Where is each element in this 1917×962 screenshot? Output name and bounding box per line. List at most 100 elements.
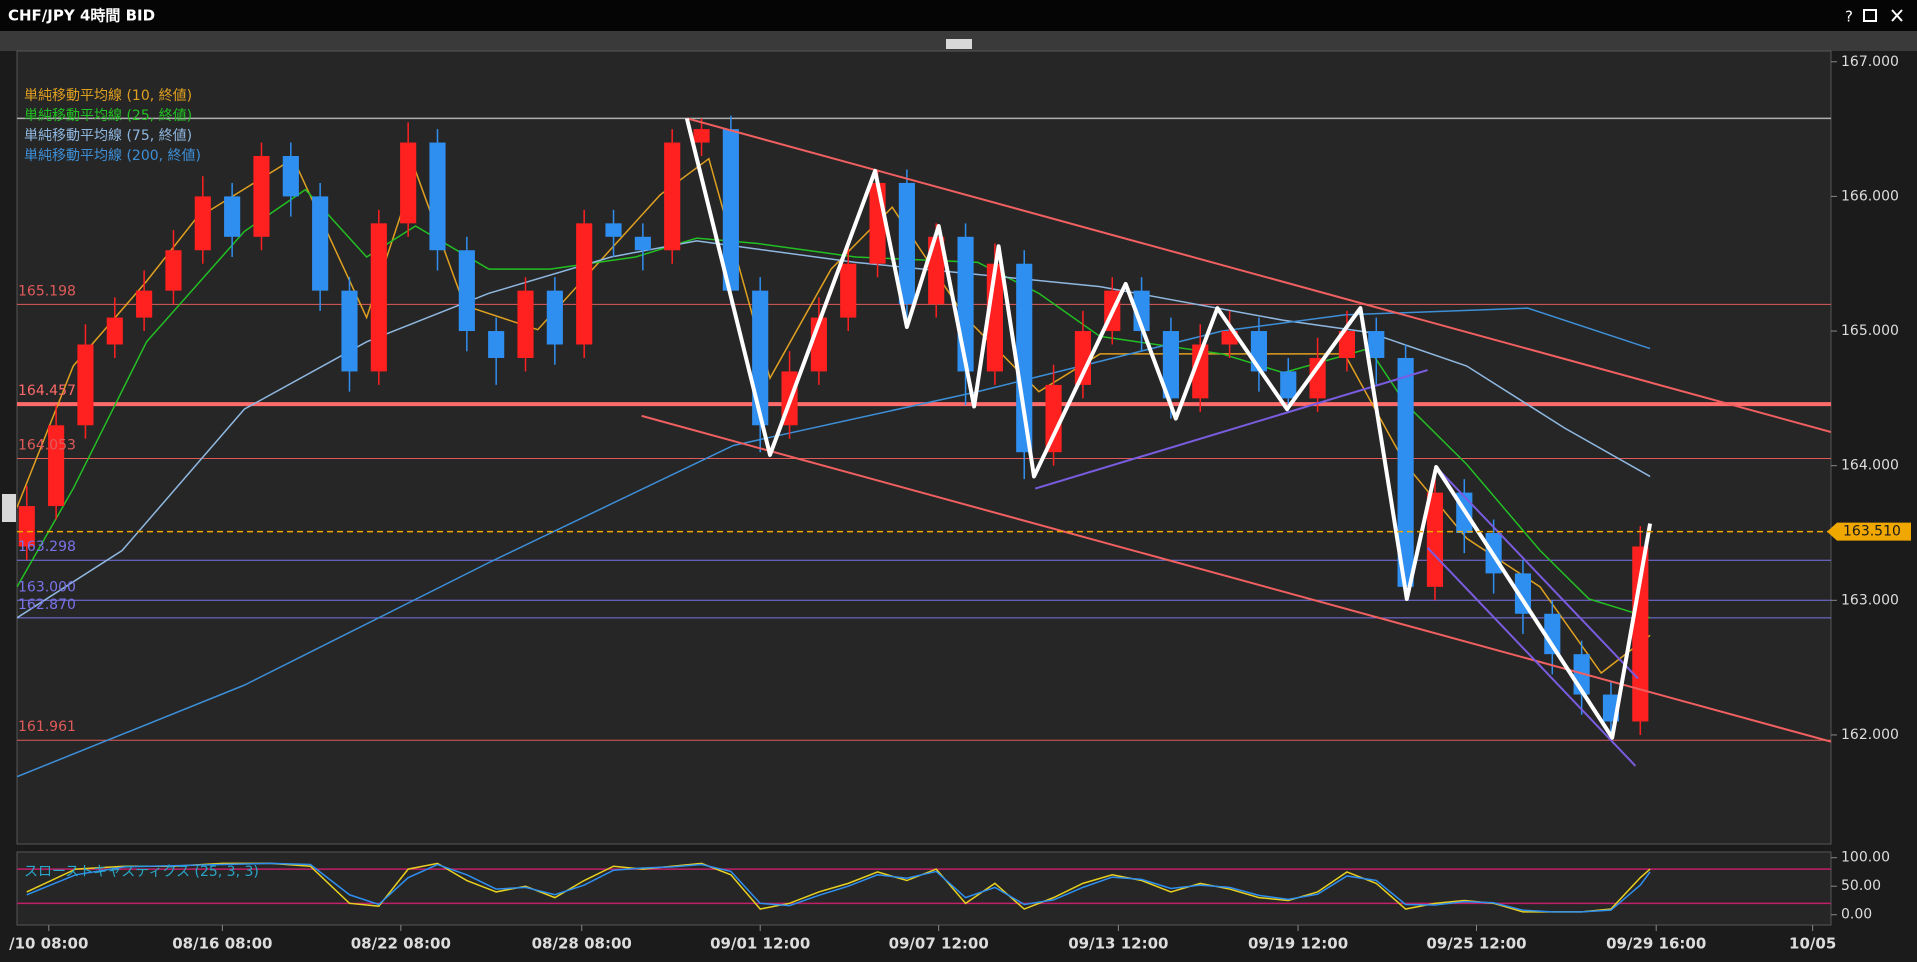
x-tick-label: 08/22 08:00 [351,935,451,953]
current-price-label: 163.510 [1843,524,1901,540]
candle-body [1074,331,1091,385]
x-tick-label: 10/05 [1789,935,1836,953]
level-label: 161.961 [18,719,76,735]
candle-body [458,250,475,332]
candle-body [341,290,358,372]
y-tick-label: 162.000 [1841,727,1899,743]
trend-line [1034,369,1428,490]
y-tick-label: 163.000 [1841,592,1899,608]
candle-body [664,142,681,251]
candle-body [517,290,534,358]
candle-body [634,236,651,251]
candle-body [253,156,270,237]
candle-body [928,236,945,305]
moving-average [17,188,1651,619]
x-tick-label: 09/01 12:00 [710,935,810,953]
zigzag-line [684,117,1653,740]
candle-body [77,344,94,426]
candle-body [1016,263,1033,453]
candle-body [106,317,123,345]
stochastic-line [26,862,1651,913]
y-tick-label: 165.000 [1841,323,1899,339]
candle-body [18,506,35,547]
x-tick-label: /10 08:00 [9,935,88,953]
legend-entry: 単純移動平均線 (75, 終値) [24,128,192,144]
level-label: 164.053 [18,438,76,454]
y-tick-label: 167.000 [1841,54,1899,70]
candle-body [224,196,241,237]
candle-body [165,250,182,291]
y-tick-label: 0.00 [1841,907,1872,923]
maximize-button[interactable] [1863,9,1877,22]
candle-body [576,223,593,345]
candle-body [546,290,563,345]
side-toggle[interactable] [2,494,16,522]
candle-body [1368,331,1385,358]
y-tick-label: 50.00 [1841,878,1881,894]
candle-body [840,263,857,318]
candle-body [898,182,915,305]
candle-body [312,196,329,291]
title-bar [0,0,1917,31]
trend-line [1426,547,1637,767]
close-button[interactable] [1891,9,1903,22]
candle-body [722,129,739,291]
x-tick-label: 08/28 08:00 [532,935,632,953]
x-tick-label: 09/07 12:00 [889,935,989,953]
candle-body [1426,492,1444,587]
candle-body [1280,371,1297,399]
candle-body [1397,357,1414,587]
moving-average [17,240,1651,619]
current-price-tag [1827,522,1911,541]
window-title: CHF/JPY 4時間 BID [8,7,155,25]
legend-entry: 単純移動平均線 (25, 終値) [24,108,192,124]
x-tick-label: 09/29 16:00 [1606,935,1706,953]
stochastic-plot [17,862,1831,913]
candle-body [1338,331,1356,358]
candle-body [693,129,710,143]
candle-body [1544,613,1561,655]
stochastic-line [26,862,1651,913]
indicator-title: スローストキャスティクス (25, 3, 3) [24,864,259,880]
candle-body [1192,344,1209,399]
candle-body [1162,331,1179,399]
level-label: 164.457 [18,383,76,399]
candle-body [429,142,446,251]
legend-entry: 単純移動平均線 (200, 終値) [24,148,201,164]
candle-body [488,331,505,358]
level-label: 162.870 [18,597,76,613]
stochastic-panel [16,851,1832,926]
level-label: 165.198 [18,283,76,299]
candle-body [136,290,153,318]
level-label: 163.000 [18,579,76,595]
x-tick-label: 09/13 12:00 [1068,935,1168,953]
candle-body [1045,384,1062,453]
candle-body [752,290,769,426]
x-tick-label: 09/19 12:00 [1248,935,1348,953]
trend-line [641,414,1831,743]
legend-entry: 単純移動平均線 (10, 終値) [24,88,192,104]
candle-body [400,142,417,224]
x-tick-label: 08/16 08:00 [172,935,272,953]
trend-line [1435,466,1639,680]
help-button[interactable]: ? [1845,8,1853,26]
candle-body [282,156,299,197]
y-tick-label: 164.000 [1841,458,1899,474]
trend-line [686,117,1831,433]
candle-body [194,196,211,251]
y-tick-label: 166.000 [1841,188,1899,204]
candle-body [1309,357,1326,399]
price-plot [17,115,1831,778]
toolbar-toggle[interactable] [946,39,972,49]
level-label: 163.298 [18,539,76,555]
x-tick-label: 09/25 12:00 [1426,935,1526,953]
candle-body [957,236,974,372]
candle-body [869,182,886,264]
y-tick-label: 100.00 [1841,850,1890,866]
candle-body [48,425,65,507]
moving-average [17,157,1651,675]
candle-body [370,223,387,372]
candle-body [605,223,622,237]
